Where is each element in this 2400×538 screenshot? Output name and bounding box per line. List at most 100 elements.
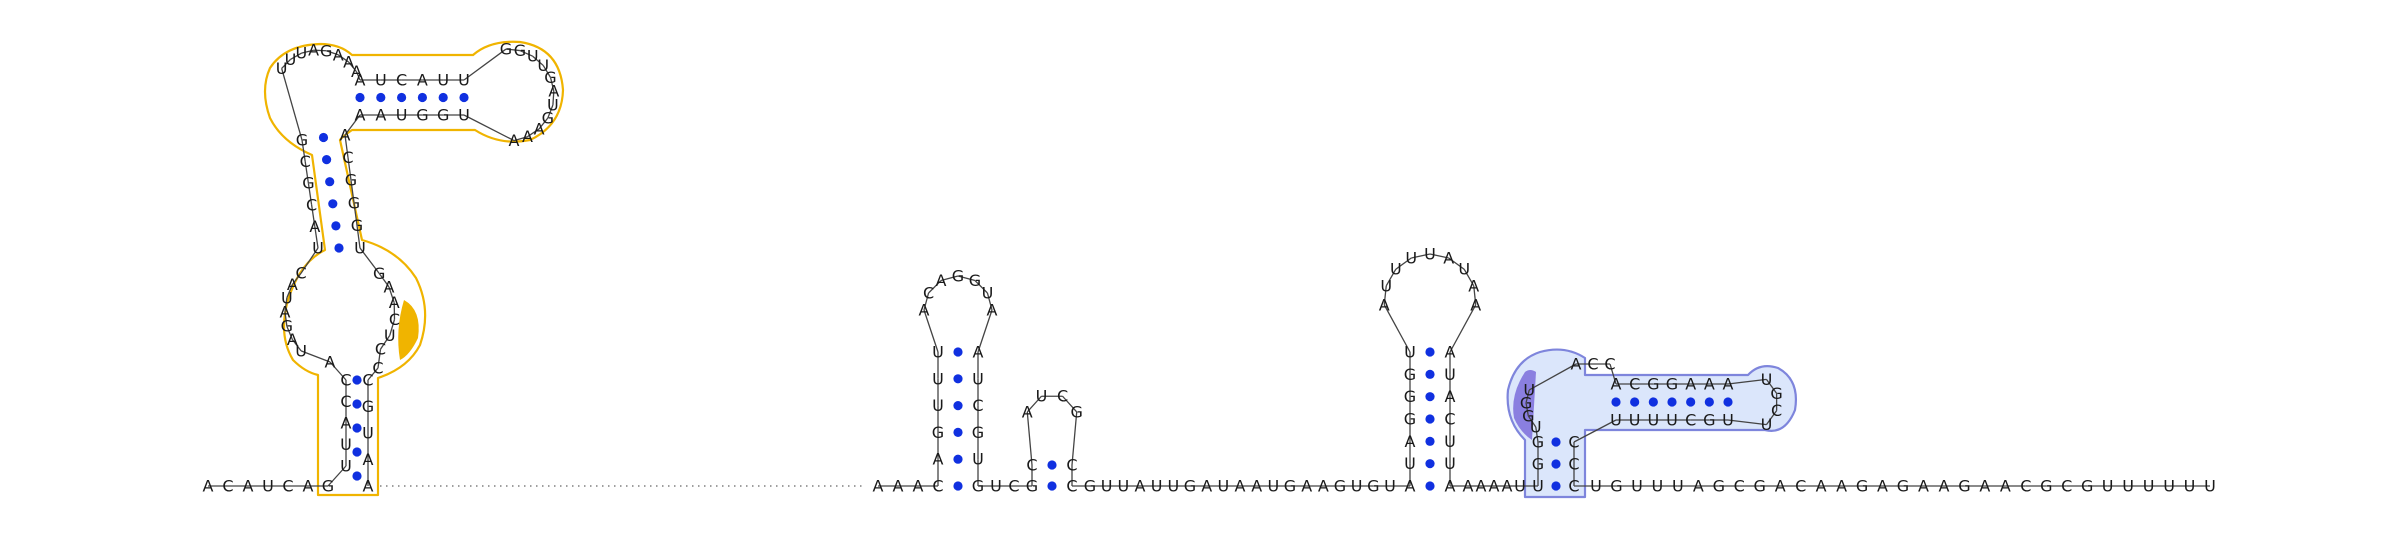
backbone-link	[388, 286, 395, 303]
nucleotide: G	[1184, 477, 1196, 496]
nucleotide: U	[281, 288, 293, 307]
backbone-link	[344, 114, 361, 136]
backbone-link	[281, 58, 291, 69]
backbone-link	[957, 275, 976, 282]
backbone-link	[527, 128, 540, 138]
nucleotide: A	[1979, 477, 1990, 496]
nucleotide: A	[287, 330, 298, 349]
backbone-link	[377, 349, 382, 369]
base-pair-dot	[1686, 397, 1696, 407]
backbone-link	[284, 297, 288, 313]
nucleotide: A	[1775, 477, 1786, 496]
nucleotide: G	[1666, 375, 1678, 394]
nucleotide: A	[309, 217, 320, 236]
nucleotide: G	[1856, 477, 1868, 496]
backbone-link	[281, 68, 303, 141]
nucleotide: G	[544, 68, 556, 87]
nucleotide: C	[1008, 477, 1019, 496]
nucleotide: G	[373, 264, 385, 283]
backbone-link	[1727, 419, 1767, 426]
base-pair-dot	[1611, 397, 1621, 407]
base-pair-dot	[953, 374, 963, 384]
nucleotide: A	[1571, 355, 1582, 374]
backbone-link	[286, 284, 293, 299]
nucleotide: G	[345, 171, 357, 190]
nucleotide: G	[1770, 384, 1782, 403]
base-pair-dot	[318, 132, 329, 143]
nucleotide: U	[295, 341, 307, 360]
backbone-link	[329, 361, 347, 381]
nucleotide: G	[514, 41, 526, 60]
base-pair-dot	[352, 375, 362, 385]
base-pair-dot	[417, 92, 427, 103]
nucleotide: U	[1629, 411, 1641, 430]
backbone-link	[1429, 253, 1449, 259]
backbone-link	[356, 225, 361, 249]
backbone-link	[1411, 253, 1431, 259]
backbone-link	[1383, 285, 1387, 305]
backbone-link	[367, 367, 379, 381]
nucleotide: A	[873, 477, 884, 496]
nucleotide: C	[1026, 456, 1037, 475]
nucleotide: U	[1761, 370, 1773, 389]
nucleotide: C	[1568, 455, 1579, 474]
nucleotide: U	[1722, 411, 1734, 430]
backbone-link	[1573, 419, 1617, 443]
backbone-link	[505, 48, 520, 52]
nucleotide: A	[1918, 477, 1929, 496]
backbone-link	[1071, 411, 1078, 466]
backbone-link	[1473, 285, 1477, 305]
backbone-link	[463, 48, 507, 81]
backbone-link	[1527, 415, 1537, 428]
nucleotide: A	[343, 52, 354, 71]
nucleotide: C	[1057, 387, 1068, 406]
nucleotide: G	[1284, 477, 1296, 496]
backbone-link	[301, 49, 314, 54]
nucleotide: G	[542, 109, 554, 128]
nucleotide: U	[285, 50, 297, 69]
nucleotide: G	[351, 216, 363, 235]
base-pair-dot	[1425, 481, 1435, 491]
nucleotide: C	[1629, 375, 1640, 394]
nucleotide: C	[1568, 433, 1579, 452]
nucleotide: C	[1685, 411, 1696, 430]
nucleotide: C	[1771, 401, 1782, 420]
backbone-link	[313, 49, 327, 52]
base-pair-dot	[1551, 481, 1561, 491]
nucleotide: U	[1424, 245, 1436, 264]
backbone-link	[519, 49, 533, 57]
nucleotide: G	[1404, 387, 1416, 406]
nucleotide: A	[1443, 248, 1454, 267]
nucleotide: C	[340, 392, 351, 411]
nucleotide: A	[1201, 477, 1212, 496]
backbone-link	[1727, 378, 1767, 385]
blue-domain-hotspot	[1513, 370, 1536, 440]
nucleotide: A	[534, 119, 545, 138]
nucleotide: U	[1761, 415, 1773, 434]
backbone-link	[1528, 363, 1577, 391]
nucleotide: U	[1514, 477, 1526, 496]
nucleotide: G	[1958, 477, 1970, 496]
backbone-link	[286, 325, 293, 340]
base-pair-dot	[1551, 459, 1561, 469]
nucleotide: U	[1444, 454, 1456, 473]
nucleotide: U	[1167, 477, 1179, 496]
nucleotide: U	[375, 71, 387, 90]
nucleotide: G	[1026, 477, 1038, 496]
nucleotide: A	[919, 301, 930, 320]
backbone-link	[974, 280, 988, 294]
nucleotide: G	[281, 317, 293, 336]
backbone-link	[301, 139, 306, 162]
nucleotide: A	[933, 450, 944, 469]
nucleotide: U	[458, 71, 470, 90]
backbone-link	[1448, 257, 1465, 270]
nucleotide: A	[1318, 477, 1329, 496]
backbone-link	[337, 54, 349, 63]
nucleotide: U	[312, 239, 324, 258]
base-pair-dot	[1047, 481, 1057, 491]
nucleotide: A	[2000, 477, 2011, 496]
nucleotide: C	[375, 340, 386, 359]
base-pair-dot	[1425, 369, 1435, 379]
nucleotide: A	[363, 450, 374, 469]
